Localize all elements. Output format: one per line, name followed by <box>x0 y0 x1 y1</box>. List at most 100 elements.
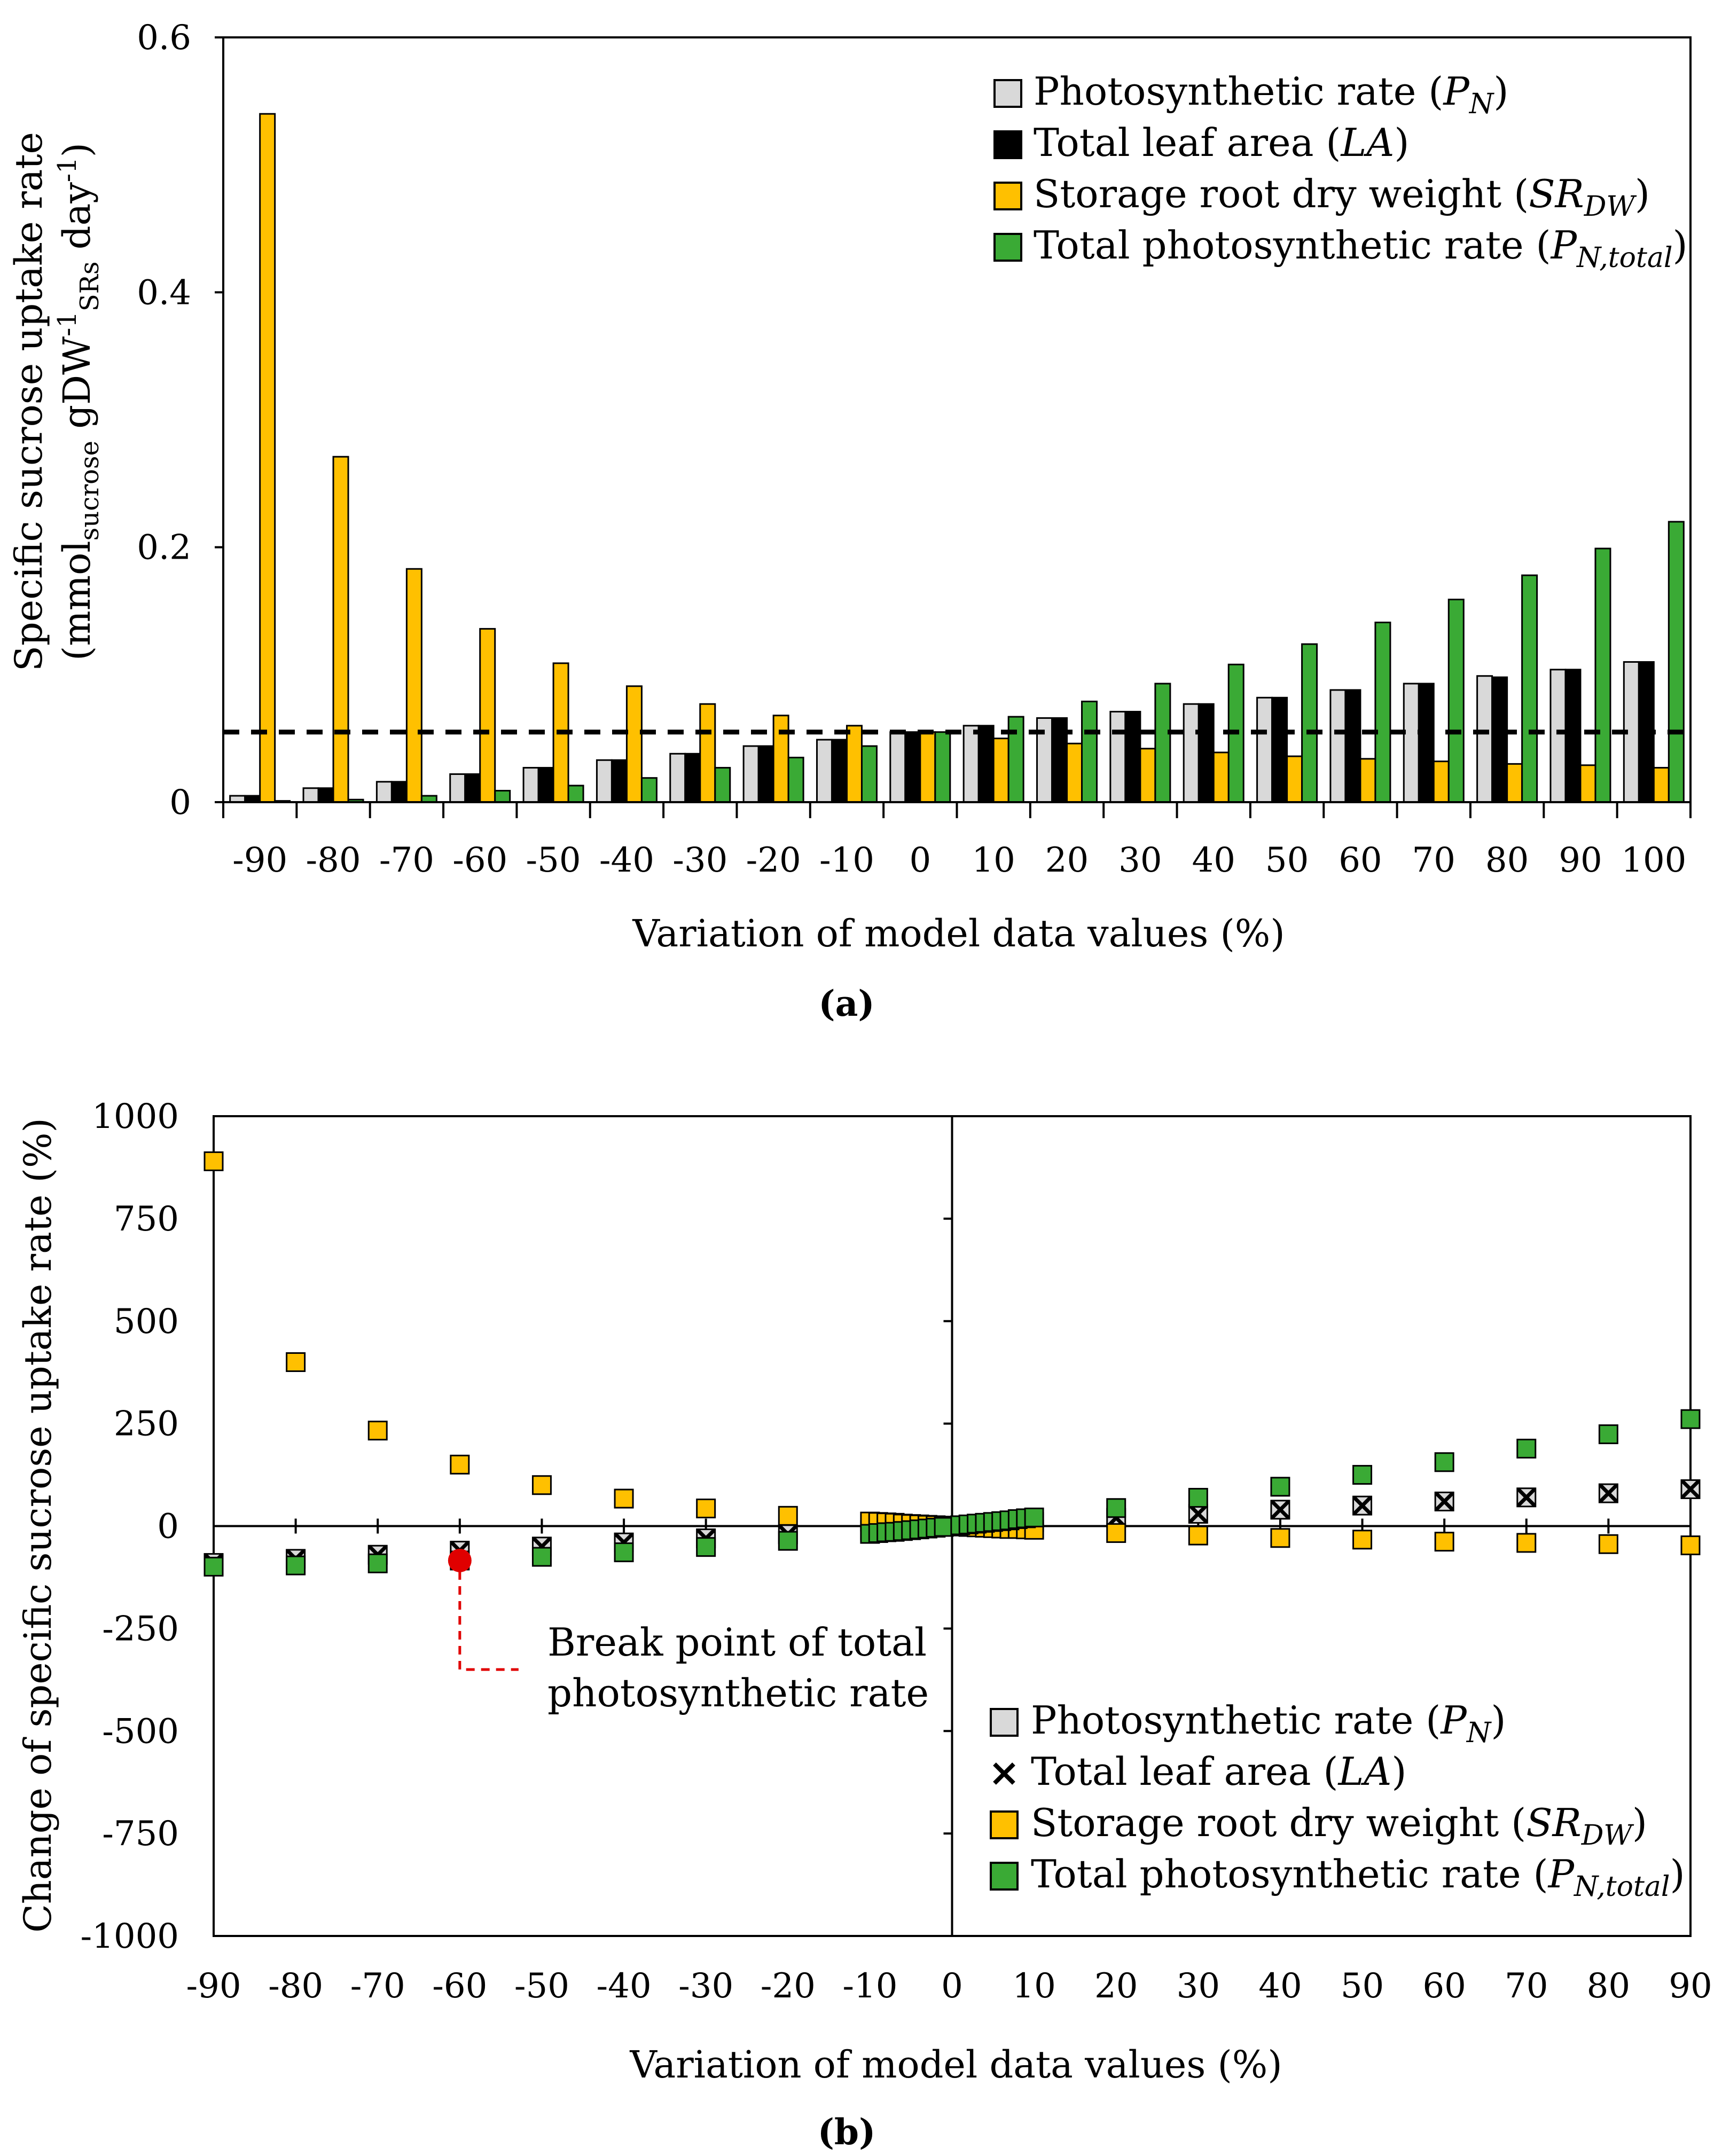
y-tick-label: 0.6 <box>137 18 191 58</box>
y-axis-title: Change of specific sucrose uptake rate (… <box>16 1118 60 1933</box>
x-tick-label: 80 <box>1485 841 1529 880</box>
bar-total-photosynthetic-rate <box>640 777 658 803</box>
point-total-photosynthetic-rate <box>934 1517 954 1537</box>
legend-swatch <box>993 79 1022 108</box>
x-tick-label: 50 <box>1341 1966 1384 2006</box>
points-group <box>203 1151 1701 1577</box>
bar-total-photosynthetic-rate <box>1301 643 1318 803</box>
legend-label: Total leaf area (LA) <box>1034 120 1409 165</box>
bar-storage-root-dry-weight <box>1433 761 1450 803</box>
bar-total-photosynthetic-rate <box>567 785 584 803</box>
bar-total-photosynthetic-rate <box>1154 683 1171 803</box>
point-total-leaf-area <box>1352 1495 1373 1516</box>
y-tick-label: -250 <box>102 1609 179 1649</box>
bar-storage-root-dry-weight <box>772 715 789 803</box>
y-tick-label: -750 <box>102 1814 179 1854</box>
chart-panel-a: 0 0.2 0.4 0.6 -90 -80 -70 -60 -50 -40 -30 -20 -10 0 10… <box>7 18 1692 1024</box>
bar-photosynthetic-rate <box>889 731 906 803</box>
bar-total-leaf-area <box>390 781 408 803</box>
y-tick-label: 250 <box>114 1405 179 1444</box>
bar-photosynthetic-rate <box>1549 669 1567 803</box>
point-total-leaf-area <box>1188 1504 1208 1524</box>
bar-total-leaf-area <box>1418 683 1435 803</box>
x-axis-title: Variation of model data values (%) <box>632 912 1285 955</box>
point-storage-root-dry-weight <box>1352 1530 1373 1550</box>
point-storage-root-dry-weight <box>1188 1525 1208 1546</box>
point-total-photosynthetic-rate <box>1516 1438 1537 1459</box>
point-total-photosynthetic-rate <box>778 1531 798 1551</box>
axis-ticks: 0 0.2 0.4 0.6 -90 -80 -70 -60 -50 -40 -30 -20 -10 0 10… <box>137 18 1692 880</box>
panel-label: (a) <box>818 983 874 1024</box>
y-tick-label: 1000 <box>92 1097 179 1136</box>
point-storage-root-dry-weight <box>1598 1534 1618 1554</box>
bar-total-leaf-area <box>1197 703 1215 803</box>
bar-photosynthetic-rate <box>742 745 760 803</box>
point-storage-root-dry-weight <box>531 1475 552 1495</box>
x-tick-label: 90 <box>1669 1966 1712 2006</box>
bar-total-leaf-area <box>684 752 701 803</box>
x-tick-label: 0 <box>909 841 931 880</box>
x-tick-label: -70 <box>379 841 434 880</box>
legend-label: Storage root dry weight (SRDW) <box>1031 1800 1647 1852</box>
bar-photosynthetic-rate <box>1256 696 1273 803</box>
bar-total-leaf-area <box>1491 676 1508 803</box>
y-tick-label: -500 <box>102 1712 179 1751</box>
point-storage-root-dry-weight <box>286 1352 306 1372</box>
panel-label: (b) <box>818 2111 876 2153</box>
point-storage-root-dry-weight <box>450 1454 470 1475</box>
bar-total-photosynthetic-rate <box>860 745 878 803</box>
x-tick-label: 70 <box>1412 841 1455 880</box>
x-tick-label: -30 <box>678 1966 733 2006</box>
bar-total-leaf-area <box>537 767 554 803</box>
point-storage-root-dry-weight <box>614 1488 634 1509</box>
bar-storage-root-dry-weight <box>625 685 643 803</box>
x-tick-label: 10 <box>972 841 1015 880</box>
bar-total-leaf-area <box>977 725 995 803</box>
y-tick-label: 0 <box>169 783 191 822</box>
bar-total-leaf-area <box>831 739 848 803</box>
legend-swatch <box>990 1810 1019 1839</box>
y-tick-label: 0.4 <box>137 273 191 312</box>
legend-swatch <box>990 1708 1019 1737</box>
bar-storage-root-dry-weight <box>992 738 1009 803</box>
bar-total-leaf-area <box>1344 689 1361 803</box>
y-tick-label: -1000 <box>81 1917 179 1956</box>
point-total-photosynthetic-rate <box>531 1547 552 1567</box>
bar-storage-root-dry-weight <box>846 725 863 803</box>
point-total-photosynthetic-rate <box>1106 1498 1126 1518</box>
x-tick-label: 60 <box>1339 841 1382 880</box>
bar-photosynthetic-rate <box>669 752 686 803</box>
point-total-leaf-area <box>1680 1479 1701 1499</box>
bar-total-leaf-area <box>610 759 628 803</box>
point-total-photosynthetic-rate <box>1188 1488 1208 1508</box>
x-tick-label: 30 <box>1118 841 1162 880</box>
y-tick-label: 0 <box>157 1507 179 1547</box>
bar-storage-root-dry-weight <box>1139 748 1156 803</box>
x-tick-label: 70 <box>1505 1966 1548 2006</box>
point-total-leaf-area <box>1434 1491 1454 1511</box>
x-tick-label: 30 <box>1177 1966 1220 2006</box>
y-axis-title-line2: (mmolsucrose gDW-1SRs day-1) <box>52 143 105 661</box>
point-storage-root-dry-weight <box>203 1151 224 1171</box>
x-tick-label: -80 <box>268 1966 323 2006</box>
point-total-photosynthetic-rate <box>367 1553 388 1573</box>
bar-total-photosynthetic-rate <box>714 767 731 803</box>
bar-total-photosynthetic-rate <box>1447 599 1465 803</box>
bar-photosynthetic-rate <box>449 773 466 803</box>
legend: Photosynthetic rate (PN)Total leaf area … <box>993 69 1688 274</box>
legend-label: Total photosynthetic rate (PN,total) <box>1031 1852 1685 1903</box>
y-axis-title-line1: Specific sucrose uptake rate <box>7 132 51 671</box>
point-storage-root-dry-weight <box>778 1506 798 1526</box>
x-tick-label: -50 <box>526 841 581 880</box>
break-point-label-line2: photosynthetic rate <box>547 1671 929 1715</box>
bar-storage-root-dry-weight <box>1286 755 1303 803</box>
break-point-annotation: Break point of total photosynthetic rate <box>448 1548 929 1715</box>
legend-swatch <box>993 130 1022 159</box>
point-total-photosynthetic-rate <box>1024 1507 1044 1527</box>
bar-total-leaf-area <box>1271 696 1288 803</box>
x-tick-label: -40 <box>597 1966 652 2006</box>
break-point-leader <box>458 1571 519 1671</box>
bar-total-photosynthetic-rate <box>787 756 804 803</box>
bar-total-photosynthetic-rate <box>1007 716 1024 803</box>
